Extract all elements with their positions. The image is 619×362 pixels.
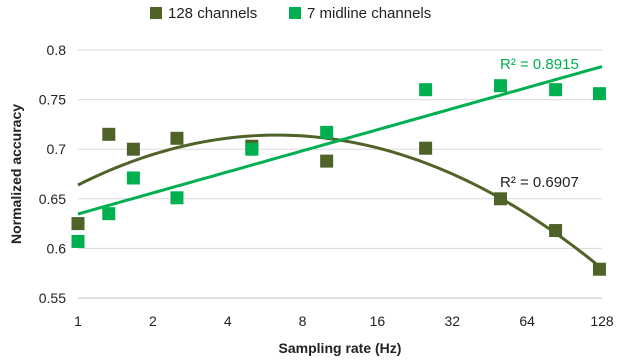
data-point-series-0: [320, 154, 334, 168]
data-point-series-1: [320, 125, 334, 139]
gridlines: [78, 49, 602, 249]
x-axis-ticks: 1 2 4 8 16 32 64 128: [74, 313, 614, 329]
trendline-series-1: [77, 65, 603, 216]
data-point-series-0: [549, 224, 563, 238]
legend: 128 channels 7 midline channels: [150, 5, 431, 22]
x-tick-label: 2: [149, 313, 157, 329]
data-point-series-0: [126, 142, 140, 156]
y-tick-label: 0.65: [39, 191, 66, 207]
legend-label-7-midline-channels: 7 midline channels: [307, 5, 431, 22]
data-point-series-1: [419, 83, 433, 97]
y-axis-ticks: 0.55 0.6 0.65 0.7 0.75 0.8: [39, 42, 66, 306]
x-tick-label: 128: [590, 313, 614, 329]
data-points: [71, 79, 606, 276]
data-point-series-1: [493, 79, 507, 93]
x-tick-label: 4: [224, 313, 232, 329]
x-tick-label: 64: [519, 313, 535, 329]
y-tick-label: 0.7: [47, 141, 67, 157]
data-point-series-1: [549, 83, 563, 97]
data-point-series-0: [419, 141, 433, 155]
r2-label-7-midline-channels: R² = 0.8915: [500, 56, 579, 73]
data-point-series-0: [592, 262, 606, 276]
data-point-series-0: [102, 127, 116, 141]
y-tick-label: 0.75: [39, 92, 66, 108]
legend-label-128-channels: 128 channels: [168, 5, 257, 22]
y-tick-label: 0.6: [47, 240, 67, 256]
y-tick-label: 0.55: [39, 290, 66, 306]
data-point-series-1: [245, 142, 259, 156]
r2-label-128-channels: R² = 0.6907: [500, 174, 579, 191]
data-point-series-1: [126, 171, 140, 185]
y-tick-label: 0.8: [47, 42, 67, 58]
x-tick-label: 8: [299, 313, 307, 329]
data-point-series-1: [170, 191, 184, 205]
legend-swatch-128-channels: [150, 7, 162, 19]
data-point-series-0: [71, 217, 85, 231]
x-tick-label: 16: [370, 313, 386, 329]
data-point-series-0: [170, 131, 184, 145]
x-tick-label: 1: [74, 313, 82, 329]
y-axis-title: Normalized accuracy: [8, 104, 24, 244]
legend-swatch-7-midline-channels: [289, 7, 301, 19]
trendlines: [77, 65, 603, 270]
data-point-series-0: [493, 192, 507, 206]
x-tick-label: 32: [444, 313, 460, 329]
data-point-series-1: [71, 234, 85, 248]
data-point-series-1: [102, 207, 116, 221]
x-axis-title: Sampling rate (Hz): [279, 340, 402, 356]
data-point-series-1: [592, 87, 606, 101]
